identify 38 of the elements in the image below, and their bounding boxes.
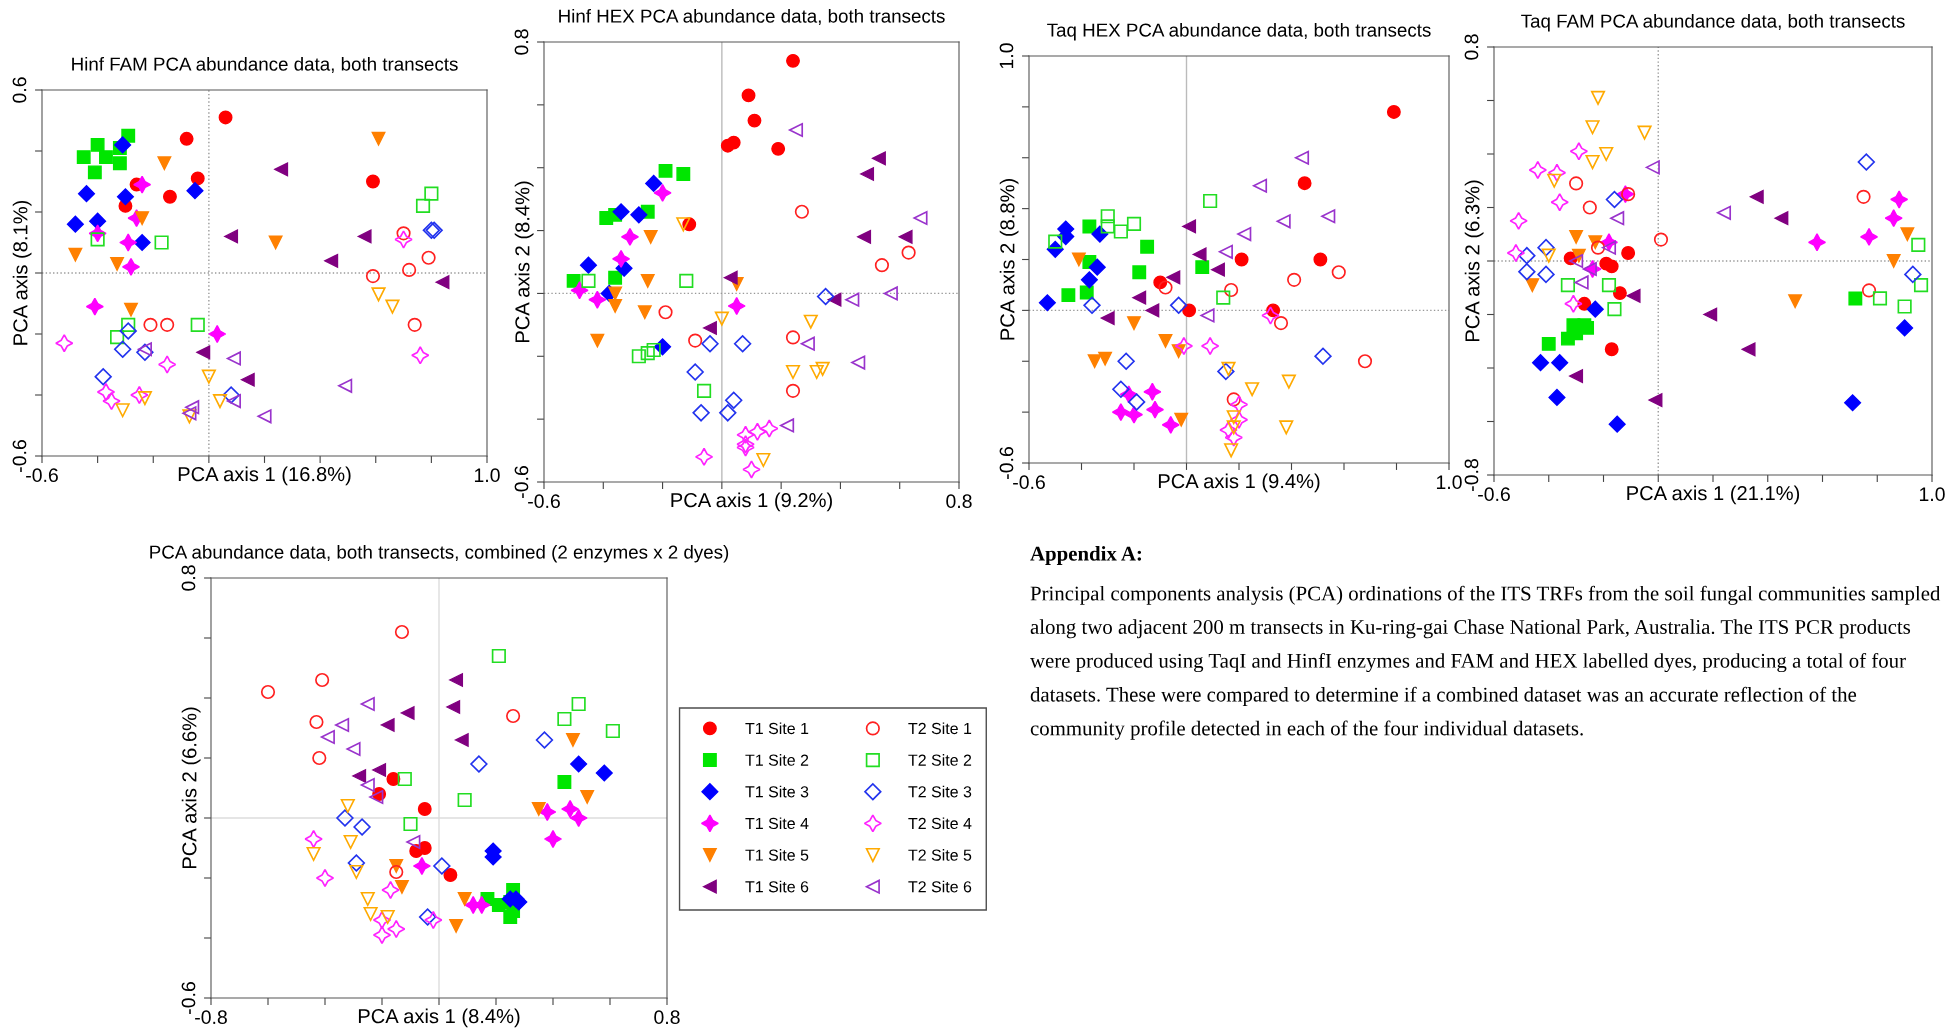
- legend-label: T1 Site 3: [745, 785, 809, 798]
- legend-label: T2 Site 6: [908, 880, 972, 893]
- y-axis-title: PCA axis 2 (6.3%): [1464, 180, 1484, 342]
- x-tick-label: -0.6: [1013, 475, 1045, 490]
- y-tick-label: 0.6: [12, 77, 27, 103]
- legend-label: T1 Site 4: [745, 817, 809, 830]
- x-tick-label: 1.0: [1436, 475, 1462, 490]
- chart-title: Hinf HEX PCA abundance data, both transects: [559, 8, 945, 25]
- x-axis-title: PCA axis 1 (9.4%): [1158, 473, 1320, 493]
- legend-label: T2 Site 5: [908, 849, 972, 861]
- legend-label: T1 Site 5: [745, 849, 809, 861]
- legend-label: T2 Site 4: [908, 817, 972, 830]
- x-axis-title: PCA axis 1 (21.1%): [1627, 485, 1800, 505]
- x-tick-label: 1.0: [1919, 487, 1945, 502]
- x-tick-label: -0.6: [528, 494, 560, 509]
- chart-title: Taq HEX PCA abundance data, both transects: [1047, 22, 1431, 41]
- x-tick-label: 1.0: [474, 468, 500, 483]
- x-tick-label: -0.6: [26, 468, 58, 483]
- y-axis-title: PCA axis (8.1%): [12, 200, 32, 345]
- x-axis-title: PCA axis 1 (16.8%): [178, 466, 351, 486]
- text: Principal components analysis (PCA) ordinations of the ITS TRFs from the soil fungal communities sampled along two adjacent 200 m transects in Ku-ring-gai Chase National Park, Australia. The ITS PCR products were produced using TaqI and HinfI enzymes and FAM and HEX labelled dyes, producing a total of four datasets. These were compared to determine if a combined dataset was an accurate reflection of the community profile detected in each of the four individual datasets.: [1030, 585, 1941, 740]
- legend-label: T2 Site 3: [908, 785, 972, 798]
- x-axis-title: PCA axis 1 (9.2%): [671, 492, 832, 512]
- legend-label: T1 Site 6: [745, 880, 809, 893]
- chart-title: Hinf FAM PCA abundance data, both transects: [72, 56, 458, 73]
- y-axis-title: PCA axis 2 (8.8%): [999, 179, 1019, 340]
- legend-label: T2 Site 1: [908, 722, 972, 735]
- chart-title: Taq FAM PCA abundance data, both transects: [1521, 13, 1905, 32]
- x-tick-label: -0.6: [1478, 487, 1510, 502]
- legend-label: T1 Site 2: [745, 754, 809, 766]
- legend-label: T2 Site 2: [908, 754, 972, 766]
- y-axis-title: PCA axis 2 (8.4%): [514, 181, 534, 343]
- x-axis-title: PCA axis 1 (8.4%): [358, 1008, 520, 1028]
- y-axis-title: PCA axis 2 (6.6%): [181, 707, 201, 869]
- chart-title: PCA abundance data, both transects, combined (2 enzymes x 2 dyes): [150, 544, 729, 563]
- text: Appendix A:: [1030, 546, 1142, 565]
- legend-label: T1 Site 1: [745, 722, 809, 735]
- x-tick-label: 0.8: [946, 494, 972, 509]
